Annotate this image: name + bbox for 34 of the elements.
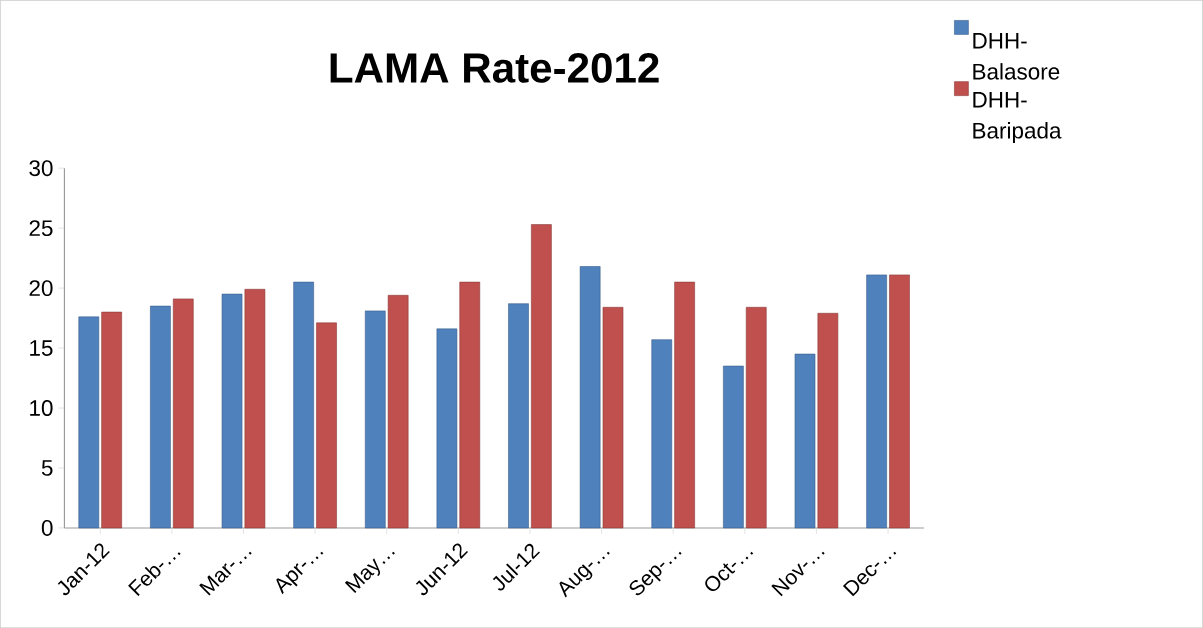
y-tick-label: 20 [29, 280, 53, 296]
y-tick-label: 30 [29, 160, 53, 177]
bar [316, 322, 337, 529]
bar [101, 311, 122, 529]
y-tick-label: 0 [41, 519, 53, 536]
y-tick-label: 15 [30, 340, 53, 356]
bar [889, 274, 910, 529]
bar [674, 281, 695, 529]
bar [794, 353, 816, 529]
bar [531, 224, 552, 529]
y-tick-label: 25 [29, 220, 53, 237]
bar [817, 312, 839, 529]
legend-label: DHH-Balasore [973, 32, 1060, 80]
bar [244, 288, 266, 529]
y-tick-label: 10 [30, 399, 53, 416]
bar [866, 274, 887, 529]
bar [602, 306, 624, 529]
bar [745, 306, 767, 529]
legend-label: DHH-Baripada [973, 91, 1062, 143]
bar [293, 281, 314, 529]
bar [78, 316, 100, 529]
bar [172, 298, 194, 529]
bar [723, 365, 744, 529]
bar [387, 294, 409, 529]
bar [651, 339, 673, 529]
bar [459, 281, 481, 529]
y-tick-label: 5 [41, 460, 53, 476]
bar [579, 266, 601, 529]
bar [508, 303, 529, 529]
bar [436, 328, 458, 529]
chart-title: LAMA Rate-2012 [330, 52, 659, 83]
bar [150, 305, 171, 529]
bar [221, 293, 243, 529]
bar [364, 310, 386, 529]
